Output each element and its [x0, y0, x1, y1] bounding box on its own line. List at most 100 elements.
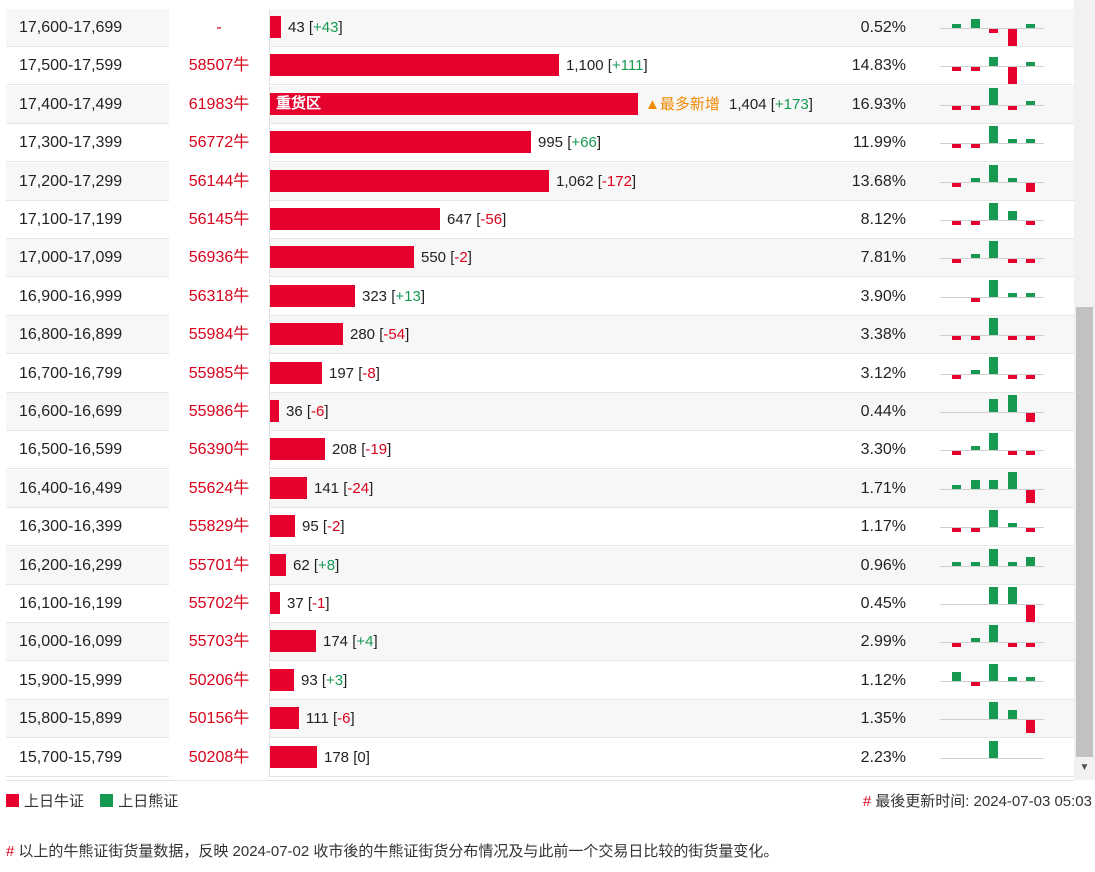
scrollbar-thumb[interactable]: [1076, 307, 1093, 757]
warrant-code-link[interactable]: 50208牛: [169, 738, 269, 777]
footnote-text: 以上的牛熊证街货量数据，反映 2024-07-02 收市後的牛熊证街货分布情况及…: [18, 843, 779, 860]
warrant-code-link[interactable]: 56318牛: [169, 277, 269, 316]
warrant-code-link[interactable]: 55701牛: [169, 546, 269, 585]
legend: 上日牛证 上日熊证: [6, 790, 190, 811]
quantity-value: 36 [-6]: [286, 403, 329, 420]
percentage: 0.45%: [860, 595, 906, 612]
table-row: 17,500-17,599 58507牛 1,100 [+111] 14.83%: [6, 47, 1074, 86]
table-row: 15,900-15,999 50206牛 93 [+3] 1.12%: [6, 661, 1074, 700]
column-divider: [269, 508, 270, 547]
sparkline-bar-down: [952, 144, 961, 149]
sparkline-bar-up: [989, 203, 998, 220]
sparkline-bar-down: [1026, 374, 1035, 379]
warrant-code-link[interactable]: -: [169, 9, 269, 47]
column-divider: [269, 661, 270, 700]
sparkline-bar-down: [1007, 67, 1017, 85]
warrant-code-link[interactable]: 55702牛: [169, 585, 269, 623]
sparkline-bar-up: [970, 369, 980, 374]
footnote: # 以上的牛熊证街货量数据，反映 2024-07-02 收市後的牛熊证街货分布情况…: [6, 840, 778, 861]
percentage: 11.99%: [852, 134, 906, 152]
sparkline-bar-up: [1026, 100, 1035, 105]
quantity-change: +173: [774, 95, 809, 113]
quantity-value: 93 [+3]: [301, 671, 348, 689]
warrant-code-link[interactable]: 56936牛: [169, 239, 269, 278]
warrant-code-link[interactable]: 56144牛: [169, 162, 269, 201]
sparkline-bar-down: [1026, 336, 1035, 341]
table-row: 16,000-16,099 55703牛 174 [+4] 2.99%: [6, 623, 1074, 662]
quantity-bar: [270, 361, 322, 384]
table-row: 16,800-16,899 55984牛 280 [-54] 3.38%: [6, 316, 1074, 355]
trend-sparkline: [940, 9, 1044, 47]
sparkline-bar-down: [952, 374, 961, 379]
sparkline-baseline: [940, 104, 1044, 106]
warrant-code-link[interactable]: 55984牛: [169, 316, 269, 355]
legend-bear: 上日熊证: [100, 790, 178, 811]
sparkline-bar-up: [989, 479, 998, 489]
percentage: 13.68%: [851, 172, 906, 190]
warrant-code-link[interactable]: 55624牛: [169, 469, 269, 508]
hash-icon: #: [862, 793, 872, 810]
price-range: 17,500-17,599: [19, 57, 123, 75]
legend-bull: 上日牛证: [6, 790, 84, 811]
quantity-number: 95: [302, 518, 319, 536]
sparkline-bar-down: [952, 67, 961, 72]
sparkline-baseline: [940, 412, 1044, 413]
warrant-code-link[interactable]: 55703牛: [169, 623, 269, 662]
sparkline-bar-down: [1026, 643, 1035, 648]
warrant-code-link[interactable]: 50156牛: [169, 700, 269, 739]
column-divider: [269, 546, 270, 585]
sparkline-bar-up: [989, 279, 998, 297]
quantity-value: 43 [+43]: [288, 19, 343, 36]
table-row: 16,600-16,699 55986牛 36 [-6] 0.44%: [6, 393, 1074, 431]
sparkline-bar-down: [1007, 643, 1017, 648]
quantity-bar: [270, 400, 279, 422]
percentage: 1.35%: [860, 710, 906, 728]
warrant-code-link[interactable]: 50206牛: [169, 661, 269, 700]
warrant-code-link[interactable]: 55986牛: [169, 393, 269, 431]
warrant-code-link[interactable]: 56145牛: [169, 201, 269, 239]
quantity-number: 647: [447, 211, 473, 228]
table-row: 17,300-17,399 56772牛 995 [+66] 11.99%: [6, 124, 1074, 163]
bar-label: 重货区: [276, 94, 322, 112]
quantity-bar: [270, 246, 414, 269]
price-range: 16,600-16,699: [19, 403, 123, 420]
sparkline-baseline: [940, 527, 1044, 529]
warrant-code-link[interactable]: 56772牛: [169, 124, 269, 163]
vertical-scrollbar[interactable]: ▼: [1074, 0, 1095, 780]
trend-sparkline: [940, 431, 1044, 469]
quantity-value: 550 [-2]: [421, 249, 472, 267]
bear-swatch-icon: [100, 794, 114, 807]
sparkline-bar-up: [952, 671, 961, 681]
column-divider: [269, 469, 270, 508]
sparkline-bar-up: [989, 510, 998, 528]
table-row: 15,700-15,799 50208牛 178 [0] 2.23%: [6, 738, 1074, 777]
warrant-code-link[interactable]: 55985牛: [169, 354, 269, 393]
quantity-bar: [270, 630, 316, 653]
warrant-code-link[interactable]: 56390牛: [169, 431, 269, 470]
sparkline-bar-down: [989, 29, 998, 33]
quantity-change: -6: [311, 403, 325, 420]
price-range: 16,200-16,299: [19, 556, 123, 574]
warrant-code-link[interactable]: 58507牛: [169, 47, 269, 86]
sparkline-bar-up: [1026, 24, 1035, 28]
table-row: 17,200-17,299 56144牛 1,062 [-172] 13.68%: [6, 162, 1074, 201]
warrant-code-link[interactable]: 55829牛: [169, 508, 269, 547]
sparkline-baseline: [940, 604, 1044, 605]
price-range: 16,500-16,599: [19, 441, 123, 459]
trend-sparkline: [940, 739, 1044, 777]
sparkline-bar-up: [970, 561, 980, 566]
quantity-change: -2: [454, 249, 468, 267]
scroll-down-arrow-icon[interactable]: ▼: [1079, 762, 1090, 773]
sparkline-baseline: [940, 335, 1044, 337]
quantity-value: 174 [+4]: [323, 633, 378, 651]
warrant-code-link[interactable]: 61983牛: [169, 85, 269, 124]
sparkline-bar-up: [1007, 139, 1017, 144]
price-range: 17,100-17,199: [19, 211, 123, 228]
sparkline-bar-up: [1007, 523, 1017, 528]
quantity-number: 178: [324, 748, 350, 766]
quantity-number: 1,062: [556, 172, 594, 190]
sparkline-bar-up: [970, 479, 980, 489]
quantity-number: 93: [301, 671, 318, 689]
quantity-number: 174: [323, 633, 349, 651]
quantity-bar: [270, 515, 295, 538]
